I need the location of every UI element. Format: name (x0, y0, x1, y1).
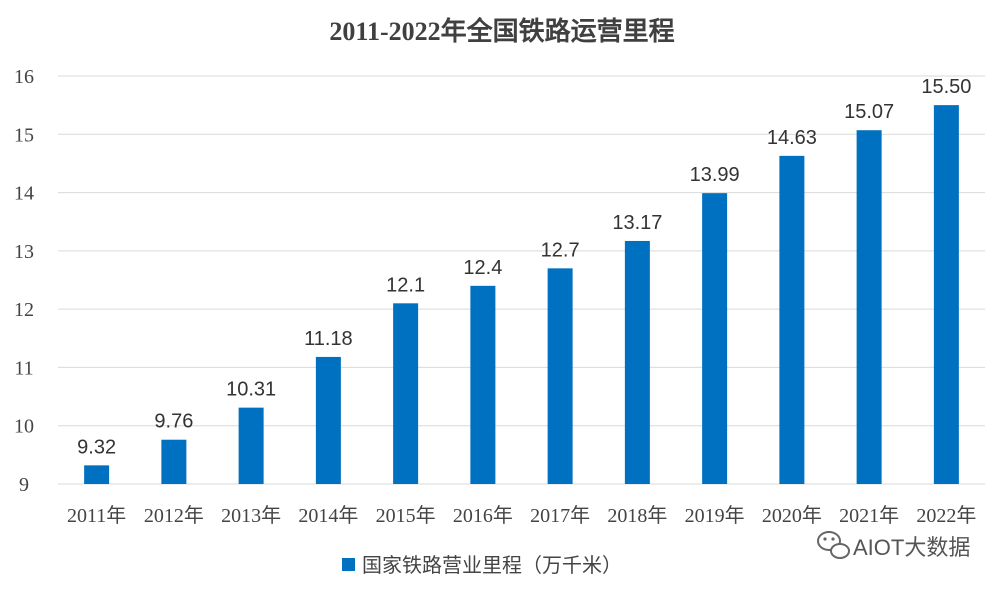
data-label: 12.1 (386, 274, 425, 296)
y-tick-label: 9 (19, 474, 29, 496)
data-label: 11.18 (304, 328, 353, 350)
y-tick-label: 12 (14, 299, 34, 321)
y-tick-label: 16 (14, 66, 34, 88)
bar (779, 155, 805, 484)
x-tick-label: 2022年 (916, 504, 976, 527)
bar (933, 105, 959, 485)
bar (470, 285, 496, 484)
data-label: 15.07 (844, 101, 894, 123)
bar (547, 268, 573, 484)
data-label: 14.63 (767, 127, 817, 149)
y-tick-label: 15 (14, 124, 34, 146)
y-tick-label: 11 (14, 357, 33, 379)
watermark: AIOT大数据 (817, 531, 970, 560)
legend: 国家铁路营业里程（万千米） (342, 554, 622, 577)
bar (238, 407, 264, 484)
bars (84, 105, 959, 485)
x-tick-label: 2018年 (607, 504, 667, 527)
data-labels: 9.32 9.76 10.31 11.18 12.1 12.4 12.7 13.17 13.99… (77, 76, 971, 458)
bar (702, 193, 728, 484)
legend-swatch (342, 558, 355, 571)
watermark-text: AIOT大数据 (853, 535, 970, 560)
x-tick-label: 2013年 (221, 504, 281, 527)
y-tick-label: 14 (14, 183, 34, 205)
bar (393, 303, 419, 484)
x-tick-label: 2021年 (839, 504, 899, 527)
data-label: 9.76 (154, 411, 193, 433)
bar (856, 130, 882, 484)
gridlines (58, 75, 985, 485)
legend-label: 国家铁路营业里程（万千米） (362, 554, 622, 577)
x-tick-label: 2016年 (453, 504, 513, 527)
data-label: 10.31 (226, 379, 276, 401)
x-tick-label: 2015年 (376, 504, 436, 527)
bar (84, 465, 110, 484)
y-axis-ticks: 9 10 11 12 13 14 15 16 (14, 66, 34, 496)
bar (161, 439, 187, 484)
data-label: 12.7 (541, 239, 580, 261)
data-label: 12.4 (463, 257, 502, 279)
x-tick-label: 2017年 (530, 504, 590, 527)
data-label: 15.50 (921, 76, 971, 98)
x-tick-label: 2014年 (298, 504, 358, 527)
data-label: 9.32 (77, 436, 116, 458)
x-tick-label: 2019年 (685, 504, 745, 527)
data-label: 13.99 (690, 164, 740, 186)
bar (315, 356, 341, 484)
data-label: 13.17 (612, 212, 662, 234)
x-tick-label: 2011年 (67, 504, 126, 527)
chart-title: 2011-2022年全国铁路运营里程 (329, 16, 674, 46)
x-tick-label: 2012年 (144, 504, 204, 527)
wechat-icon (817, 531, 850, 559)
bar (624, 240, 650, 484)
y-tick-label: 10 (14, 416, 34, 438)
x-axis-ticks: 2011年 2012年 2013年 2014年 2015年 2016年 2017年 2018年… (67, 504, 976, 527)
y-tick-label: 13 (14, 241, 34, 263)
x-tick-label: 2020年 (762, 504, 822, 527)
